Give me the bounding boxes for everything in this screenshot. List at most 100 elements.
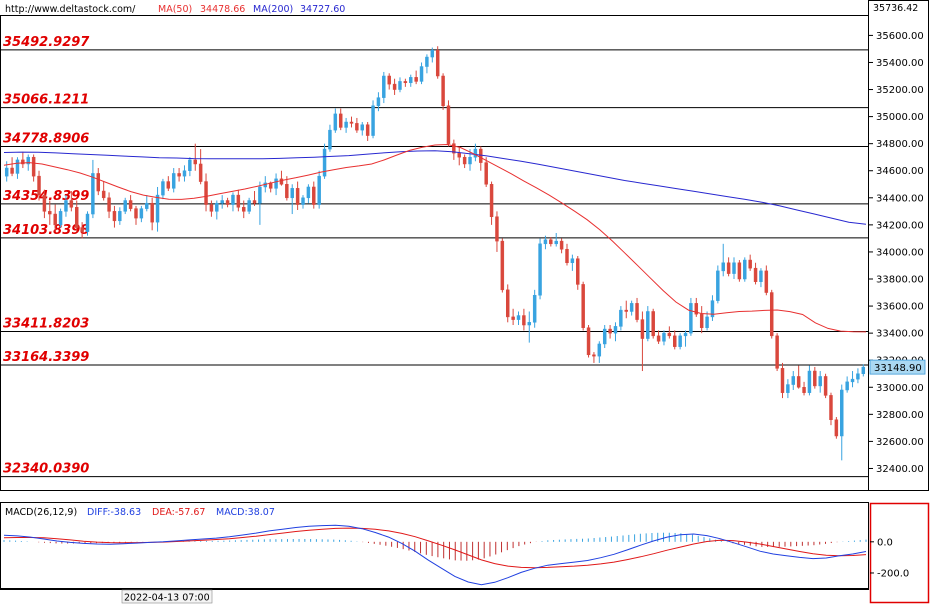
candle-body [689, 303, 693, 334]
candle-body [845, 381, 849, 391]
candle-body [48, 211, 52, 215]
candle-body [306, 186, 311, 199]
candle-body [602, 328, 607, 345]
candle-body [861, 366, 866, 374]
ma50-line [3, 143, 867, 333]
candle-body [64, 200, 68, 212]
price-tick-label: 35000.00 [876, 112, 924, 123]
candle-body [15, 159, 20, 174]
candle-body [312, 186, 316, 205]
candle-body [349, 121, 354, 124]
candle-body [242, 207, 246, 212]
price-tick-label: 34400.00 [876, 193, 924, 204]
candle-body [559, 240, 564, 250]
candle-body [586, 327, 591, 356]
ma50-value: 34478.66 [200, 4, 245, 15]
candle-body [818, 376, 822, 387]
price-axis-panel [868, 0, 929, 491]
candle-body [613, 326, 618, 334]
candle-body [355, 123, 359, 131]
candle-body [204, 181, 208, 205]
macd-axis-ticks: 0.0 -200.0 [870, 537, 909, 579]
candle-body [543, 239, 548, 245]
current-price-marker [869, 359, 926, 375]
price-tick-label: 34000.00 [876, 247, 924, 258]
candle-body [764, 270, 769, 293]
candle-body [123, 200, 127, 212]
level-label: 35066.1211 [3, 93, 89, 108]
candle-body [42, 194, 47, 212]
candle-body [53, 213, 57, 226]
candle-body [161, 181, 165, 196]
current-price-label: 33148.90 [874, 363, 922, 374]
candle-body [328, 129, 332, 150]
price-tick-label: 33000.00 [876, 383, 924, 394]
candle-body [26, 156, 30, 165]
candle-body [322, 148, 327, 177]
candle-body [182, 170, 187, 177]
candle-body [155, 194, 160, 223]
candle-body [640, 319, 645, 339]
candle-body [743, 259, 747, 280]
site-url[interactable]: http://www.deltastock.com/ [5, 4, 136, 15]
candle-body [549, 239, 553, 245]
candle-body [807, 370, 812, 393]
candle-body [678, 335, 682, 347]
candle-body [198, 163, 203, 182]
ma200-line [3, 150, 867, 225]
candle-body [236, 194, 241, 208]
price-tick-label: 32600.00 [876, 437, 924, 448]
price-tick-label: 34800.00 [876, 139, 924, 150]
macd-panel-frame [0, 502, 869, 589]
candle-body [452, 143, 456, 154]
candle-body [516, 315, 521, 320]
candle-body [317, 175, 321, 205]
candle-body [419, 66, 424, 82]
candle-body [338, 113, 343, 128]
price-tick-label: 33400.00 [876, 329, 924, 340]
ma200-label: MA(200) [253, 4, 293, 15]
candle-body [398, 81, 402, 90]
candle-body [414, 77, 418, 82]
candle-body [403, 81, 408, 84]
candle-body [716, 270, 720, 301]
candle-body [608, 328, 612, 334]
candle-body [646, 311, 650, 339]
level-label: 34778.8906 [3, 132, 89, 147]
candle-body [759, 270, 763, 282]
candle-body [802, 387, 806, 393]
horizontal-levels: 35492.9297 35066.1211 34778.8906 34354.8399… [0, 35, 869, 478]
candle-body [532, 294, 537, 323]
candle-body [457, 152, 461, 158]
candle-body [258, 186, 262, 204]
top-value-label: 35736.42 [873, 3, 918, 14]
candle-body [139, 208, 144, 219]
candle-body [673, 335, 677, 347]
candle-body [538, 243, 542, 296]
candle-body [694, 303, 699, 315]
candle-body [435, 50, 440, 77]
macd-diff-label: DIFF:-38.63 [87, 507, 141, 518]
candle-body [21, 159, 25, 165]
candle-body [118, 211, 122, 222]
candle-body [171, 173, 176, 189]
candle-body [387, 75, 391, 85]
macd-dea-label: DEA:-57.67 [152, 507, 205, 518]
candle-body [112, 211, 117, 222]
candle-body [360, 124, 365, 131]
macd-axis-panel [869, 502, 930, 604]
candle-body [441, 75, 445, 107]
candle-body [624, 309, 628, 312]
candlestick-series [4, 46, 866, 461]
candle-body [527, 322, 532, 326]
candle-body [209, 204, 214, 212]
candle-body [629, 303, 634, 312]
candle-body [247, 200, 251, 212]
candle-body [128, 200, 133, 209]
candle-body [279, 178, 284, 185]
price-tick-label: 32800.00 [876, 410, 924, 421]
candle-body [635, 303, 639, 320]
candle-body [468, 156, 472, 165]
candle-body [425, 56, 429, 67]
